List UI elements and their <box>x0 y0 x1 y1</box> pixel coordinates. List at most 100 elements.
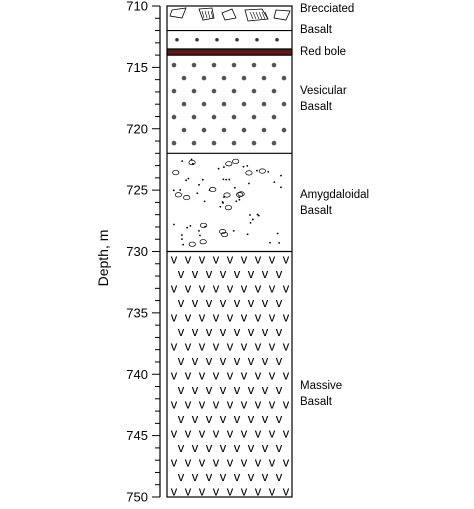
v-mark: v <box>178 324 185 339</box>
v-mark: v <box>185 339 192 354</box>
amygdale-dot <box>269 241 271 244</box>
v-mark: v <box>241 484 248 499</box>
v-mark: v <box>213 426 220 441</box>
amygdale <box>237 191 245 197</box>
v-mark: v <box>262 440 269 455</box>
amygdale <box>232 158 240 164</box>
tick-label: 750 <box>126 490 148 505</box>
amygdale-dot <box>276 232 279 235</box>
v-mark: v <box>192 353 199 368</box>
v-mark: v <box>199 339 206 354</box>
basalt-dot <box>235 37 239 42</box>
basalt-dot <box>255 37 259 42</box>
v-mark: v <box>213 252 220 267</box>
v-mark: v <box>276 266 283 281</box>
v-mark: v <box>255 281 262 296</box>
amygdale-dot <box>198 229 200 232</box>
v-mark: v <box>192 324 199 339</box>
v-mark: v <box>178 295 185 310</box>
amygdale <box>183 195 191 201</box>
amygdale <box>199 222 208 228</box>
v-mark: v <box>241 397 248 412</box>
amygdale <box>225 161 233 167</box>
breccia-hatch <box>261 11 266 20</box>
v-mark: v <box>220 440 227 455</box>
v-mark: v <box>234 353 241 368</box>
vesicle-dot <box>171 62 177 68</box>
v-mark: v <box>199 455 206 470</box>
basalt-dot <box>175 37 179 42</box>
v-mark: v <box>192 382 199 397</box>
vesicle-dot <box>181 101 187 107</box>
layer-vesicles <box>167 55 292 154</box>
v-mark: v <box>199 397 206 412</box>
v-mark: v <box>255 397 262 412</box>
amygdale-dot <box>172 189 175 192</box>
v-mark: v <box>283 368 290 383</box>
amygdale <box>219 229 227 235</box>
v-mark: v <box>234 382 241 397</box>
layer-fill <box>167 55 292 154</box>
vesicle-dot <box>211 62 217 68</box>
vesicle-dot <box>231 114 237 120</box>
v-mark: v <box>269 426 276 441</box>
amygdale-dot <box>186 226 189 229</box>
breccia-hatch <box>204 10 208 19</box>
amygdale-dot <box>190 158 193 161</box>
amygdale <box>223 192 231 198</box>
tick-label: 745 <box>126 428 148 443</box>
v-mark: v <box>283 252 290 267</box>
v-mark: v <box>220 353 227 368</box>
v-mark: v <box>276 411 283 426</box>
v-mark: v <box>262 266 269 281</box>
v-mark: v <box>248 469 255 484</box>
breccia-hatch <box>210 10 214 19</box>
v-mark: v <box>255 484 262 499</box>
amygdale-dot <box>181 160 184 163</box>
v-mark: v <box>241 252 248 267</box>
breccia-hatch <box>258 11 263 20</box>
v-mark: v <box>248 353 255 368</box>
v-mark: v <box>241 310 248 325</box>
vesicle-dot <box>171 140 177 146</box>
vesicular-label-line1: Vesicular <box>300 85 347 97</box>
v-mark: v <box>171 455 178 470</box>
v-mark: v <box>199 426 206 441</box>
v-mark: v <box>269 397 276 412</box>
v-mark: v <box>276 382 283 397</box>
layer-amygdales <box>167 153 292 252</box>
v-mark: v <box>185 484 192 499</box>
vesicle-dot <box>241 101 247 107</box>
amygdale-dot <box>181 238 183 241</box>
vesicle-dot <box>261 75 267 81</box>
v-mark: v <box>269 252 276 267</box>
v-mark: v <box>255 426 262 441</box>
v-mark: v <box>206 440 213 455</box>
v-mark: v <box>171 339 178 354</box>
v-mark: v <box>283 455 290 470</box>
v-mark: v <box>241 281 248 296</box>
v-mark: v <box>199 310 206 325</box>
v-mark: v <box>192 411 199 426</box>
v-mark: v <box>220 266 227 281</box>
v-mark: v <box>171 281 178 296</box>
layer-fill <box>167 251 292 497</box>
breccia-hatch <box>264 11 269 20</box>
v-mark: v <box>234 324 241 339</box>
amygdale-dot <box>248 182 250 185</box>
amygdale-dot <box>249 221 252 224</box>
v-mark: v <box>283 484 290 499</box>
breccia-clast <box>221 8 237 21</box>
v-mark: v <box>185 281 192 296</box>
amygdale-dot <box>199 234 201 237</box>
vesicle-dot <box>251 88 257 94</box>
v-mark: v <box>178 353 185 368</box>
vesicle-dot <box>281 75 287 81</box>
v-mark: v <box>248 382 255 397</box>
v-mark: v <box>185 455 192 470</box>
layer-solid <box>167 48 292 56</box>
amygdale-dot <box>251 218 254 221</box>
amygdale-dot <box>179 189 182 191</box>
v-mark: v <box>220 469 227 484</box>
